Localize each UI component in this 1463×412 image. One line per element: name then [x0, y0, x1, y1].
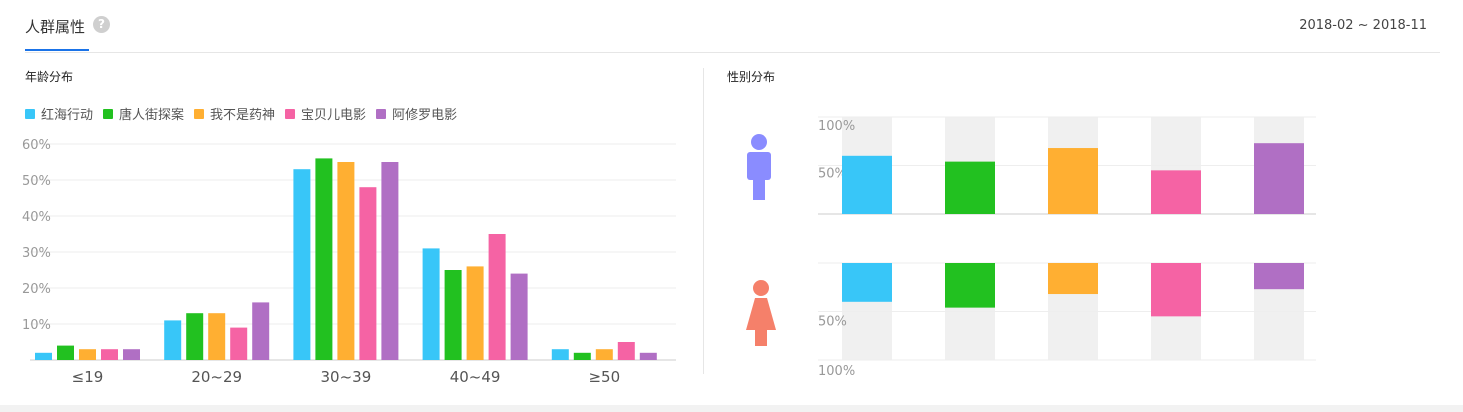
legend-swatch	[376, 108, 387, 119]
x-tick-label: 30~39	[321, 368, 372, 386]
age-bar[interactable]	[639, 352, 657, 360]
active-tab-underline	[25, 49, 89, 51]
gender-section-title: 性别分布	[727, 70, 776, 84]
legend-item[interactable]: 宝贝儿电影	[285, 104, 366, 123]
female-bar[interactable]	[1048, 263, 1098, 295]
age-bar[interactable]	[230, 327, 248, 360]
age-bar[interactable]	[57, 345, 74, 360]
x-tick-label: 20~29	[191, 368, 242, 386]
legend-item[interactable]: 红海行动	[25, 104, 93, 123]
age-bar[interactable]	[595, 349, 613, 360]
legend-swatch	[285, 108, 296, 119]
legend-swatch	[25, 108, 35, 119]
male-bar[interactable]	[1151, 170, 1201, 214]
y-tick-label: 40%	[22, 210, 51, 225]
age-bar[interactable]	[359, 187, 377, 360]
gender-distribution-chart: 100% 50% 50% 100%	[818, 116, 1316, 379]
age-bar[interactable]	[123, 349, 140, 360]
age-bar[interactable]	[466, 266, 484, 360]
female-bar[interactable]	[1151, 263, 1201, 317]
date-range-label: 2018-02 ~ 2018-11	[1299, 18, 1427, 33]
age-bar[interactable]	[101, 349, 118, 360]
age-distribution-chart: 60% 50% 40% 30% 20% 10% ≤19 20~29 30~39 40~49 ≥50	[22, 138, 676, 386]
y-tick-label: 20%	[22, 282, 51, 297]
age-bar[interactable]	[422, 248, 440, 360]
male-bar[interactable]	[1254, 143, 1304, 214]
age-bar[interactable]	[510, 273, 528, 360]
female-person-icon	[746, 280, 776, 346]
female-bar[interactable]	[842, 263, 892, 302]
male-bar[interactable]	[945, 161, 995, 214]
x-tick-label: ≤19	[72, 368, 104, 386]
y-tick-label: 50%	[818, 315, 847, 330]
legend-item[interactable]: 唐人街探案	[103, 104, 184, 123]
question-circle-icon[interactable]: ?	[93, 16, 110, 33]
age-bar[interactable]	[252, 302, 270, 360]
legend-label: 我不是药神	[210, 108, 276, 123]
age-section-title: 年龄分布	[25, 70, 74, 84]
age-bar[interactable]	[164, 320, 182, 360]
legend-label: 阿修罗电影	[392, 108, 458, 123]
female-bar[interactable]	[945, 263, 995, 308]
age-bar[interactable]	[315, 158, 333, 360]
x-tick-label: ≥50	[588, 368, 620, 386]
age-chart-legend: 红海行动 唐人街探案 我不是药神 宝贝儿电影 阿修罗电影	[25, 104, 457, 123]
x-tick-label: 40~49	[450, 368, 501, 386]
age-bar[interactable]	[381, 162, 399, 360]
y-tick-label: 50%	[22, 174, 51, 189]
age-bar[interactable]	[488, 234, 506, 360]
legend-swatch	[194, 108, 205, 119]
age-bar[interactable]	[551, 349, 569, 360]
y-tick-label: 30%	[22, 246, 51, 261]
age-bar[interactable]	[617, 342, 635, 360]
age-bar[interactable]	[573, 352, 591, 360]
y-tick-label: 100%	[818, 364, 855, 379]
age-bar[interactable]	[79, 349, 96, 360]
male-bar[interactable]	[842, 155, 892, 214]
female-bar[interactable]	[1254, 263, 1304, 290]
y-tick-label: 50%	[818, 167, 847, 182]
age-bar[interactable]	[444, 270, 462, 360]
section-divider	[703, 68, 704, 374]
age-bar[interactable]	[208, 313, 226, 360]
legend-item[interactable]: 阿修罗电影	[376, 104, 457, 123]
age-bar[interactable]	[186, 313, 204, 360]
male-person-icon	[747, 134, 771, 200]
card-header: 人群属性 ? 2018-02 ~ 2018-11	[25, 0, 1440, 53]
legend-label: 红海行动	[41, 108, 94, 123]
y-tick-label: 100%	[818, 119, 855, 134]
y-tick-label: 10%	[22, 318, 51, 333]
age-bar[interactable]	[35, 352, 52, 360]
age-bar[interactable]	[293, 169, 311, 360]
legend-label: 唐人街探案	[119, 108, 185, 123]
page-title[interactable]: 人群属性	[25, 18, 86, 36]
male-bar[interactable]	[1048, 148, 1098, 214]
legend-item[interactable]: 我不是药神	[194, 104, 275, 123]
age-bar[interactable]	[337, 162, 355, 360]
y-tick-label: 60%	[22, 138, 51, 153]
legend-swatch	[103, 108, 114, 119]
legend-label: 宝贝儿电影	[301, 108, 367, 123]
